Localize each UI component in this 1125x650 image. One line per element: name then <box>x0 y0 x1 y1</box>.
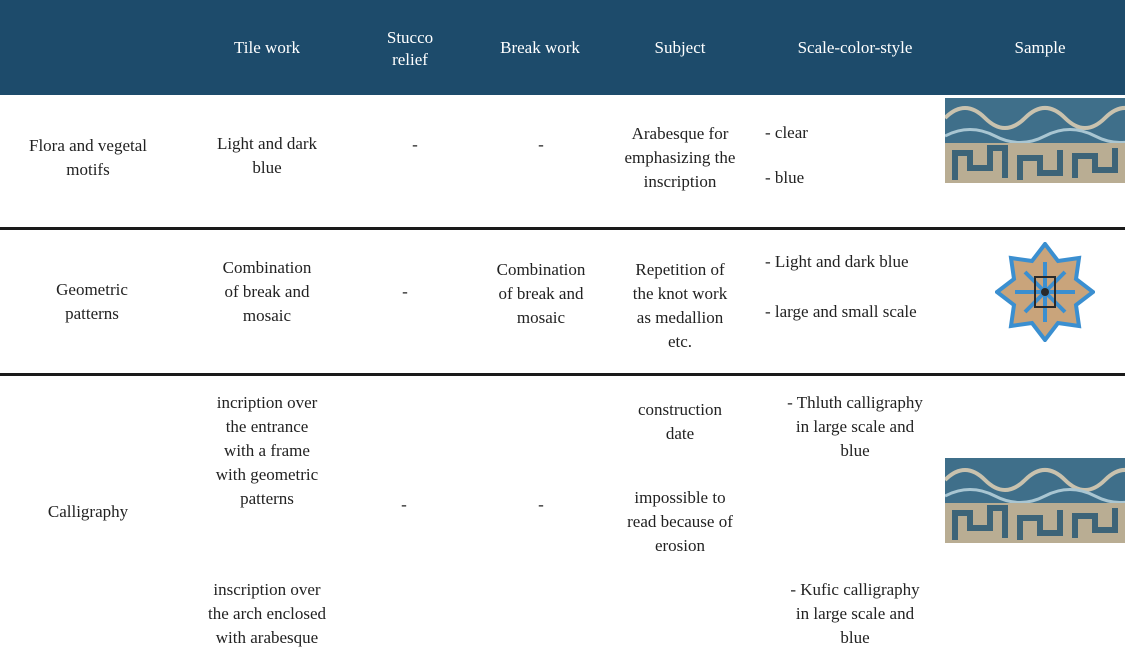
table-cell: construction <box>637 400 723 419</box>
sample-image <box>945 458 1125 543</box>
column-header: Subject <box>654 38 706 57</box>
table-cell: - <box>402 282 408 301</box>
column-header: Break work <box>500 38 580 57</box>
table-cell: blue <box>840 441 870 460</box>
table-cell: - Thluth calligraphy <box>787 393 923 412</box>
table-cell: of break and <box>224 282 310 301</box>
table-cell: - <box>538 135 544 154</box>
table-cell: date <box>665 424 695 443</box>
table-cell: mosaic <box>516 308 566 327</box>
table-cell: Combination <box>496 260 586 279</box>
table-cell: blue <box>840 628 870 647</box>
table-cell: - Light and dark blue <box>765 252 909 271</box>
table-cell: inscription over <box>213 580 321 599</box>
table-cell: with arabesque <box>215 628 319 647</box>
table-cell: - large and small scale <box>765 302 917 321</box>
table-cell: with geometric <box>215 465 319 484</box>
column-header: Scale-color-style <box>797 38 913 57</box>
table-cell: the arch enclosed <box>208 604 326 623</box>
column-header: Sample <box>1014 38 1066 57</box>
table-cell: impossible to <box>634 488 726 507</box>
table-cell: - <box>401 495 407 514</box>
table-cell: - <box>412 135 418 154</box>
table-cell: - clear <box>765 123 808 142</box>
sample-image <box>945 98 1125 183</box>
table-cell: with a frame <box>224 441 310 460</box>
table-cell: the entrance <box>225 417 309 436</box>
table-cell: in large scale and <box>795 417 915 436</box>
table-cell: Arabesque for <box>631 124 729 143</box>
table-cell: - Kufic calligraphy <box>790 580 920 599</box>
table-cell: read because of <box>627 512 733 531</box>
table-cell: incription over <box>216 393 318 412</box>
row-label: Geometric <box>56 280 128 299</box>
table-cell: of break and <box>498 284 584 303</box>
table-cell: as medallion <box>636 308 724 327</box>
row-label: motifs <box>66 160 110 179</box>
sample-image <box>995 242 1095 342</box>
table-cell: erosion <box>654 536 706 555</box>
column-header: Tile work <box>234 38 300 57</box>
row-divider <box>0 227 1125 230</box>
table-cell: blue <box>252 158 282 177</box>
table-cell: patterns <box>240 489 294 508</box>
table-cell: in large scale and <box>795 604 915 623</box>
table-cell: the knot work <box>632 284 728 303</box>
table-cell: inscription <box>643 172 717 191</box>
table-cell: Repetition of <box>635 260 725 279</box>
table-cell: Light and dark <box>216 134 318 153</box>
table-cell: - blue <box>765 168 805 187</box>
table-cell: mosaic <box>242 306 292 325</box>
row-label: Calligraphy <box>47 502 129 521</box>
row-divider <box>0 373 1125 376</box>
column-header: Stucco relief <box>386 28 434 69</box>
row-label: Flora and vegetal <box>28 136 147 155</box>
table-cell: emphasizing the <box>624 148 736 167</box>
table-header: Tile work Stucco relief Break work Subject S… <box>0 0 1125 95</box>
table-cell: Combination <box>222 258 312 277</box>
table-cell: - <box>538 495 544 514</box>
table-cell: etc. <box>667 332 693 351</box>
row-label: patterns <box>65 304 119 323</box>
